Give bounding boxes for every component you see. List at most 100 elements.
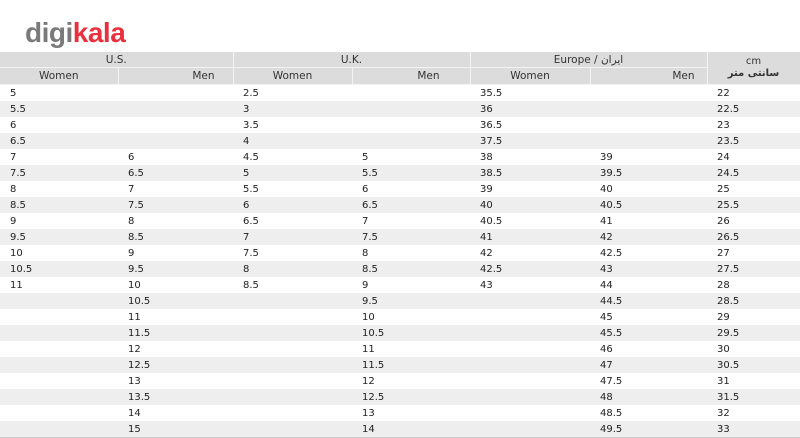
cell-uk-men: 9 xyxy=(362,279,369,291)
cell-uk-women xyxy=(233,309,352,325)
cell-us-men: 10 xyxy=(128,279,141,291)
cell-us-women: 10 xyxy=(10,247,23,259)
cell-us-women xyxy=(0,373,118,389)
cell-cm: 23 xyxy=(717,119,730,131)
cell-us-women xyxy=(0,389,118,405)
table-row: 15 14 49.5 33 xyxy=(0,421,800,438)
cell-us-women: 9 xyxy=(10,215,17,227)
cell-eu-women: 38.5 xyxy=(470,165,590,181)
cell-uk-women xyxy=(233,341,352,357)
cell-eu-women xyxy=(470,341,590,357)
cell-us-men: 12.5 xyxy=(118,357,233,373)
cell-uk-men xyxy=(352,117,470,133)
cell-eu-men xyxy=(590,101,707,117)
cell-eu-men xyxy=(590,85,707,102)
cell-uk-men: 8.5 xyxy=(352,261,470,277)
cell-cm: 26.5 xyxy=(707,229,800,245)
cell-eu-women xyxy=(470,325,590,341)
header-us-women: Women xyxy=(0,67,119,85)
cell-eu-men: 44 xyxy=(600,279,613,291)
cell-us-women xyxy=(0,405,118,421)
cell-uk-men: 9.5 xyxy=(352,293,470,309)
cell-uk-men xyxy=(352,101,470,117)
cell-eu-men: 44.5 xyxy=(590,293,707,309)
cell-uk-women: 2.5 xyxy=(243,87,259,99)
cell-eu-women: 36 xyxy=(470,101,590,117)
cell-uk-men xyxy=(352,85,470,102)
cell-eu-women: 43 xyxy=(480,279,493,291)
cell-eu-men: 39 xyxy=(600,151,613,163)
cell-us-women: 8 xyxy=(10,183,17,195)
cell-cm: 24 xyxy=(717,151,730,163)
cell-us-women: 10.5 xyxy=(0,261,118,277)
table-row: 11.5 10.5 45.5 29.5 xyxy=(0,325,800,341)
cell-uk-women xyxy=(233,421,352,438)
cell-cm: 32 xyxy=(717,407,730,419)
cell-eu-men: 41 xyxy=(600,215,613,227)
cell-eu-women xyxy=(470,293,590,309)
cell-cm: 30 xyxy=(717,343,730,355)
cell-eu-men: 42 xyxy=(590,229,707,245)
digikala-logo[interactable]: digikala xyxy=(25,17,126,48)
cell-eu-women: 41 xyxy=(470,229,590,245)
table-row: 12.5 11.5 47 30.5 xyxy=(0,357,800,373)
cell-cm: 28 xyxy=(717,279,730,291)
cell-eu-women: 40 xyxy=(470,197,590,213)
size-chart-table: U.S. U.K. Europe / ایران cm سانتی متر Wo… xyxy=(0,52,800,438)
cell-us-women: 11 xyxy=(10,279,23,291)
cell-uk-women: 6 xyxy=(233,197,352,213)
table-row: 9.5 8.5 7 7.5 41 42 26.5 xyxy=(0,229,800,245)
cell-cm: 33 xyxy=(707,421,800,438)
cell-uk-women: 8 xyxy=(233,261,352,277)
cell-us-women: 9.5 xyxy=(0,229,118,245)
cell-us-men: 11 xyxy=(128,311,141,323)
cell-us-men: 14 xyxy=(128,407,141,419)
cell-us-men: 6.5 xyxy=(118,165,233,181)
cell-uk-women xyxy=(233,405,352,421)
cell-us-women xyxy=(0,357,118,373)
cell-us-men: 8 xyxy=(128,215,135,227)
cell-us-men: 6 xyxy=(128,151,135,163)
cell-us-women: 5.5 xyxy=(0,101,118,117)
cell-eu-women: 35.5 xyxy=(480,87,503,99)
cell-eu-men: 43 xyxy=(590,261,707,277)
header-us: U.S. xyxy=(0,52,234,68)
cell-uk-women: 3.5 xyxy=(243,119,259,131)
cell-eu-women: 38 xyxy=(480,151,493,163)
cell-cm: 27.5 xyxy=(707,261,800,277)
header-europe: Europe / ایران xyxy=(470,52,708,68)
table-row: 8.5 7.5 6 6.5 40 40.5 25.5 xyxy=(0,197,800,213)
cell-us-men: 13.5 xyxy=(118,389,233,405)
cell-eu-women xyxy=(470,389,590,405)
cell-us-men: 10.5 xyxy=(118,293,233,309)
cell-eu-men: 40 xyxy=(600,183,613,195)
cell-eu-men: 49.5 xyxy=(590,421,707,438)
cell-eu-men: 47 xyxy=(590,357,707,373)
table-row: 12 11 46 30 xyxy=(0,341,800,357)
cell-uk-men: 10 xyxy=(362,311,375,323)
cell-uk-men: 12.5 xyxy=(352,389,470,405)
cell-eu-men: 39.5 xyxy=(590,165,707,181)
header-cm-persian: سانتی متر xyxy=(727,68,780,79)
cell-eu-men xyxy=(590,117,707,133)
cell-uk-women: 5 xyxy=(233,165,352,181)
cell-uk-men: 8 xyxy=(362,247,369,259)
cell-uk-men: 7 xyxy=(362,215,369,227)
cell-us-women: 7.5 xyxy=(0,165,118,181)
cell-eu-women: 36.5 xyxy=(480,119,503,131)
cell-uk-women: 3 xyxy=(233,101,352,117)
table-row: 13 12 47.5 31 xyxy=(0,373,800,389)
cell-us-men: 9.5 xyxy=(118,261,233,277)
cell-eu-men: 48.5 xyxy=(600,407,623,419)
cell-uk-women xyxy=(233,357,352,373)
cell-us-men: 7 xyxy=(128,183,135,195)
cell-us-men: 11.5 xyxy=(118,325,233,341)
table-row: 9 8 6.5 7 40.5 41 26 xyxy=(0,213,800,229)
cell-cm: 29 xyxy=(717,311,730,323)
cell-uk-men xyxy=(352,133,470,149)
table-row: 11 10 8.5 9 43 44 28 xyxy=(0,277,800,293)
table-row: 10.5 9.5 44.5 28.5 xyxy=(0,293,800,309)
cell-eu-women: 40.5 xyxy=(480,215,503,227)
cell-cm: 22.5 xyxy=(707,101,800,117)
table-row: 7 6 4.5 5 38 39 24 xyxy=(0,149,800,165)
